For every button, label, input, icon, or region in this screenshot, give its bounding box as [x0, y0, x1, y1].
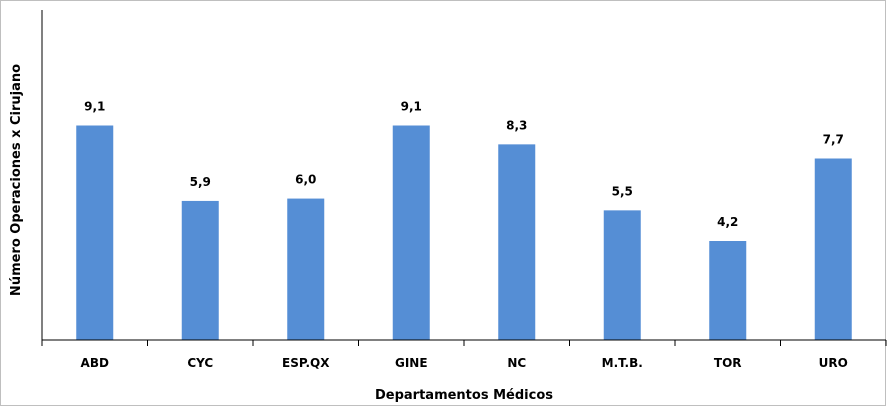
category-label: CYC — [187, 356, 213, 370]
category-label: GINE — [395, 356, 428, 370]
value-label: 4,2 — [717, 215, 738, 229]
value-label: 7,7 — [823, 133, 844, 147]
bar-abd — [76, 125, 114, 340]
y-axis-title: Número Operaciones x Cirujano — [9, 64, 24, 296]
bar-uro — [814, 158, 852, 340]
value-label: 6,0 — [295, 173, 316, 187]
bar-cyc — [181, 200, 219, 340]
category-label: URO — [819, 356, 848, 370]
bar-m-t-b — [603, 210, 641, 340]
value-labels-group: 9,1 5,9 6,0 9,1 8,3 5,5 4,2 7,7 — [84, 100, 844, 230]
category-label: ESP.QX — [282, 356, 330, 370]
value-label: 5,5 — [612, 184, 633, 198]
category-label: ABD — [81, 356, 109, 370]
value-label: 8,3 — [506, 118, 527, 132]
category-labels-group: ABD CYC ESP.QX GINE NC M.T.B. TOR URO — [81, 356, 848, 370]
value-label: 9,1 — [401, 100, 422, 114]
bar-nc — [498, 144, 536, 340]
value-label: 9,1 — [84, 100, 105, 114]
bars-group — [76, 125, 852, 340]
bar-gine — [392, 125, 430, 340]
x-axis-title: Departamentos Médicos — [375, 388, 553, 403]
category-label: TOR — [714, 356, 742, 370]
value-label: 5,9 — [190, 175, 211, 189]
category-label: M.T.B. — [602, 356, 643, 370]
x-ticks-group — [41, 340, 887, 346]
bar-esp-qx — [287, 198, 325, 340]
category-label: NC — [507, 356, 526, 370]
bar-tor — [709, 241, 747, 340]
